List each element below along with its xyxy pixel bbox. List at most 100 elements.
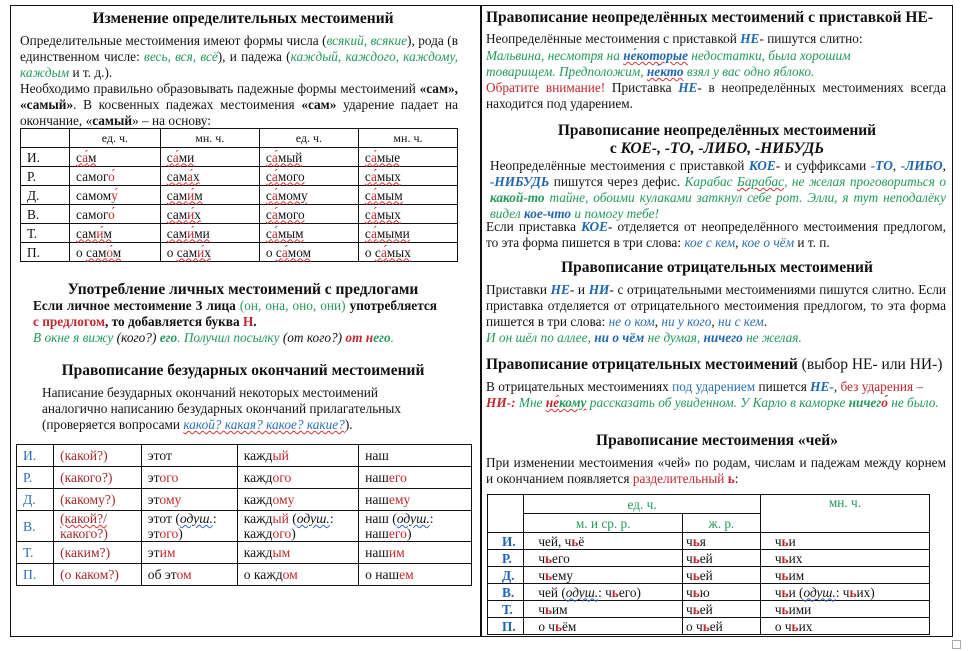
text-segment: (какому?) xyxy=(60,492,116,507)
text-segment: Р. xyxy=(23,470,33,485)
text-segment: НЕ- xyxy=(810,379,834,394)
text-segment: В. xyxy=(23,518,36,534)
text-segment: Мальвина, несмотря на xyxy=(486,48,624,63)
table-cell: (каким?) xyxy=(53,541,142,564)
text-segment: от н xyxy=(342,330,374,345)
text-segment: о xyxy=(265,244,276,260)
table-cell: (какой?/ какого?) xyxy=(53,510,142,542)
text-segment: ому xyxy=(272,492,295,507)
table-cell: о нашем xyxy=(358,563,472,586)
text-segment: , не желая проговориться о xyxy=(784,174,947,189)
text-segment: кажд xyxy=(243,511,273,526)
text-segment: (от кого?) xyxy=(282,330,343,345)
text-segment: и́ xyxy=(187,225,195,241)
text-segment: о́ xyxy=(108,206,115,222)
ne-prefix-example: Мальвина, несмотря на не́которые недоста… xyxy=(486,48,896,80)
text-segment: а́ xyxy=(271,187,278,203)
text-segment: м xyxy=(112,244,122,260)
table-header-row: ед. ч. мн. ч. ед. ч. мн. ч. xyxy=(19,128,459,148)
text-segment: Н xyxy=(242,314,254,329)
text-segment: ь xyxy=(692,601,700,617)
header-fem: ж. р. xyxy=(682,513,761,533)
text-segment: : кажд xyxy=(243,511,334,541)
text-segment: ч xyxy=(774,584,782,600)
case-label-cell: П. xyxy=(19,242,71,262)
table-cell: са́мыми xyxy=(357,223,459,243)
text-segment: у́ xyxy=(111,187,118,203)
text-segment: ми xyxy=(194,225,210,241)
case-label-cell: Д. xyxy=(19,185,71,205)
table-cell: са́мых xyxy=(357,204,459,224)
left-panel xyxy=(10,5,482,637)
text-segment: наш xyxy=(365,470,389,485)
text-segment: Определительные местоимения имеют формы … xyxy=(20,33,327,48)
text-segment: ю xyxy=(699,584,710,600)
text-segment: мых xyxy=(376,206,401,222)
column-header xyxy=(19,128,71,148)
text-segment: мым xyxy=(277,225,304,241)
text-segment: а́ xyxy=(370,168,377,184)
text-segment: Если приставка xyxy=(486,219,582,234)
chei-table: ед. ч. мн. ч. м. и ср. р. ж. р. И. чей, ч… xyxy=(486,494,931,635)
text-segment: х xyxy=(204,244,211,260)
text-segment: ми xyxy=(178,149,195,165)
text-segment: одуш. xyxy=(803,584,836,600)
text-segment: с xyxy=(364,206,371,222)
text-segment: кое с кем xyxy=(684,235,736,250)
table-cell: наш (одуш.: нашего) xyxy=(358,510,472,542)
text-segment: сам xyxy=(176,244,198,260)
text-segment: ему xyxy=(388,492,411,507)
table-cell: каждый (одуш.: каждого) xyxy=(236,510,360,542)
text-segment: ь xyxy=(781,550,789,566)
text-segment: НИ xyxy=(588,282,610,297)
table-row: П. о само́м о сами́х о са́мом о са́мых xyxy=(19,242,459,262)
text-segment: о xyxy=(364,244,375,260)
text-segment: ый xyxy=(272,511,289,526)
text-segment: : xyxy=(734,471,739,486)
section-title-ne-ni-choice: Правописание отрицательных местоимений (… xyxy=(486,355,948,374)
text-segment: х xyxy=(194,206,201,222)
text-segment: Неопределённые местоимения с приставкой xyxy=(486,31,741,46)
section-title-personal: Употребление личных местоимений с предло… xyxy=(67,281,419,298)
text-segment: ч xyxy=(538,601,545,617)
case-label-cell: Р. xyxy=(486,549,525,567)
text-segment: с xyxy=(364,187,371,203)
text-segment: ь xyxy=(554,618,563,634)
text-segment: ч xyxy=(686,533,693,549)
text-segment: его xyxy=(156,330,178,345)
text-segment: Обратите внимание! xyxy=(486,80,606,95)
text-segment: наш xyxy=(365,492,389,507)
table-cell: каждому xyxy=(236,488,360,511)
text-segment: х xyxy=(192,168,200,184)
text-segment: им xyxy=(388,545,405,560)
ne-prefix-paragraph-1: Неопределённые местоимения с приставкой … xyxy=(486,31,946,47)
text-segment: П. xyxy=(502,618,516,634)
text-segment: им xyxy=(159,545,176,560)
text-segment: ничег xyxy=(848,395,882,410)
text-segment: - с отрицательными местоимениями пишутся… xyxy=(486,282,946,329)
text-segment: и́ xyxy=(187,187,195,203)
column-header: мн. ч. xyxy=(357,128,459,148)
text-segment: В. xyxy=(27,206,40,222)
text-segment: с xyxy=(374,244,381,260)
personal-example: В окне я вижу (кого?) его. Получил посыл… xyxy=(33,330,463,346)
text-segment: каждый, каждого, каждому, каждым xyxy=(20,49,459,80)
text-segment: ), и падежа ( xyxy=(217,49,291,64)
text-segment: ь xyxy=(692,584,700,600)
text-segment: их xyxy=(798,618,813,634)
text-segment: с предлогом xyxy=(33,314,106,329)
text-segment: В. xyxy=(502,584,515,600)
resize-handle[interactable] xyxy=(952,640,961,649)
table-cell: о чьей xyxy=(682,617,761,635)
text-segment: ч xyxy=(774,550,782,566)
text-segment: недостатки, была хорошим товарищем. Пред… xyxy=(486,48,851,79)
text-segment: -ЛИБО xyxy=(900,158,943,173)
text-segment: а́ xyxy=(271,225,278,241)
text-segment: ничего xyxy=(703,330,743,345)
table-cell: са́мого xyxy=(258,204,359,224)
text-segment: эт xyxy=(147,545,160,560)
text-segment: ей xyxy=(709,618,723,634)
table-cell: са́мый xyxy=(258,147,359,167)
text-segment: ь xyxy=(545,601,553,617)
text-segment: а́ xyxy=(172,149,179,165)
